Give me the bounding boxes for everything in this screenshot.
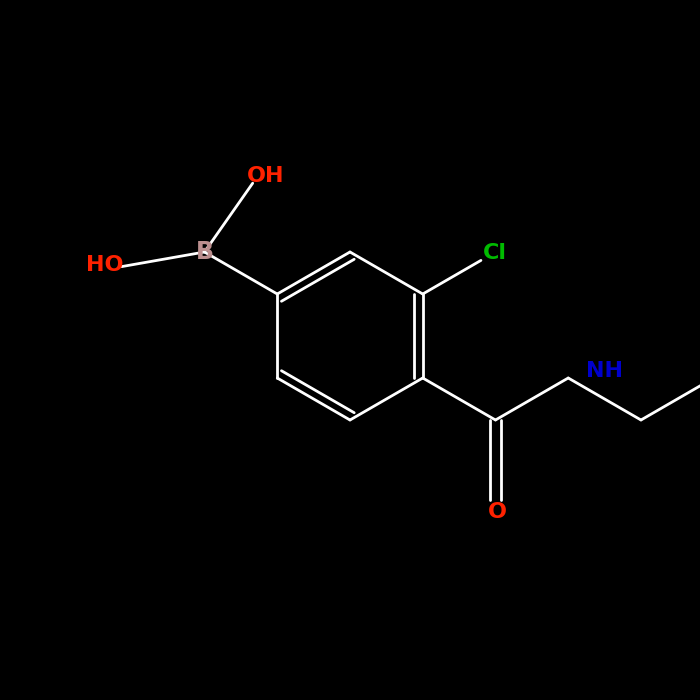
Text: Cl: Cl [483, 244, 507, 263]
Text: HO: HO [85, 256, 123, 275]
Text: OH: OH [246, 166, 284, 186]
Text: B: B [195, 240, 214, 264]
Text: O: O [487, 503, 506, 522]
Text: NH: NH [586, 361, 623, 381]
